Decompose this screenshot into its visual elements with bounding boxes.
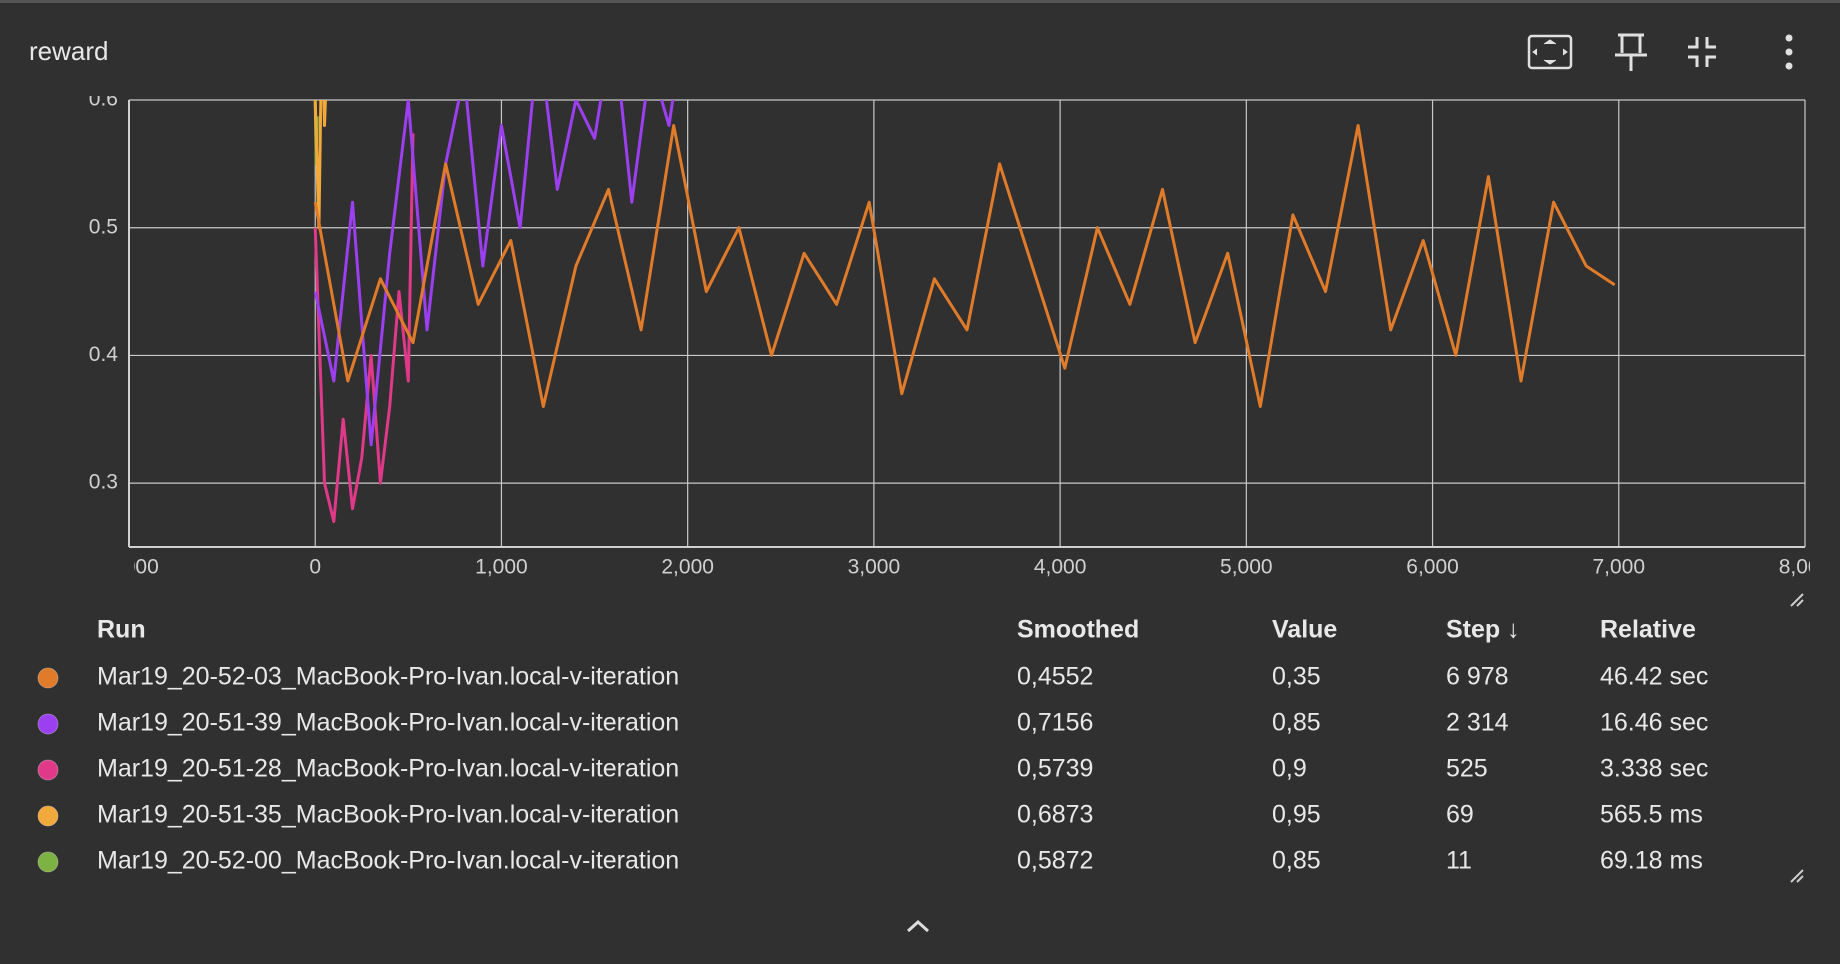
column-header: Step ↓ — [1446, 616, 1520, 644]
run-color-swatch — [37, 759, 59, 781]
card-title: reward — [29, 36, 108, 66]
table-cell: 0,7156 — [1017, 709, 1093, 737]
x-tick-label: 5,000 — [1220, 556, 1273, 579]
table-cell: 6 978 — [1446, 663, 1509, 691]
table-cell: 0,85 — [1272, 847, 1321, 875]
x-tick-label: 0 — [309, 556, 321, 579]
y-tick-label: 0.5 — [89, 215, 118, 238]
series-line — [313, 100, 327, 230]
table-cell: 69.18 ms — [1600, 847, 1703, 875]
x-tick-label: 1,000 — [475, 556, 528, 579]
table-cell: Mar19_20-51-35_MacBook-Pro-Ivan.local-v-… — [97, 801, 679, 829]
table-cell: 525 — [1446, 755, 1488, 783]
table-cell: 69 — [1446, 801, 1474, 829]
table-cell: 0,6873 — [1017, 801, 1093, 829]
run-color-swatch — [37, 667, 59, 689]
x-tick-label: 2,000 — [661, 556, 714, 579]
resize-handle[interactable] — [1790, 869, 1804, 883]
y-tick-label: 0.4 — [89, 343, 119, 366]
table-cell: 0,85 — [1272, 709, 1321, 737]
run-color-swatch — [37, 713, 59, 735]
table-cell: 0,5872 — [1017, 847, 1093, 875]
y-tick-label: 0.3 — [89, 471, 118, 494]
series-line — [313, 124, 1616, 408]
table-cell: Mar19_20-51-39_MacBook-Pro-Ivan.local-v-… — [97, 709, 679, 737]
run-color-swatch — [37, 851, 59, 873]
table-cell: Mar19_20-52-03_MacBook-Pro-Ivan.local-v-… — [97, 663, 679, 691]
column-header: Value — [1272, 616, 1337, 644]
table-cell: 3.338 sec — [1600, 755, 1708, 783]
pin-button[interactable] — [1615, 33, 1647, 71]
series-line — [313, 133, 415, 523]
x-tick-label: 4,000 — [1034, 556, 1087, 579]
table-cell: Mar19_20-52-00_MacBook-Pro-Ivan.local-v-… — [97, 847, 679, 875]
resize-handle[interactable] — [1790, 593, 1804, 607]
table-cell: 0,4552 — [1017, 663, 1093, 691]
table-cell: 46.42 sec — [1600, 663, 1708, 691]
x-tick-label: -1,000 — [99, 556, 159, 579]
x-tick-label: 7,000 — [1592, 556, 1645, 579]
run-color-swatch — [37, 805, 59, 827]
x-tick-label: 8,000 — [1779, 556, 1832, 579]
x-tick-label: 6,000 — [1406, 556, 1459, 579]
more-menu-button[interactable] — [1785, 34, 1793, 70]
table-cell: 16.46 sec — [1600, 709, 1708, 737]
fit-domain-button[interactable] — [1527, 34, 1573, 70]
table-cell: Mar19_20-51-28_MacBook-Pro-Ivan.local-v-… — [97, 755, 679, 783]
column-header: Relative — [1600, 616, 1696, 644]
table-cell: 565.5 ms — [1600, 801, 1703, 829]
expand-toggle[interactable] — [906, 919, 930, 933]
x-tick-label: 3,000 — [848, 556, 901, 579]
column-header: Smoothed — [1017, 616, 1139, 644]
table-cell: 11 — [1446, 847, 1472, 875]
y-tick-label: 0.6 — [89, 88, 118, 111]
table-cell: 0,95 — [1272, 801, 1321, 829]
series-line — [313, 100, 675, 447]
table-cell: 0,5739 — [1017, 755, 1093, 783]
collapse-button[interactable] — [1688, 37, 1716, 67]
table-cell: 2 314 — [1446, 709, 1509, 737]
table-cell: 0,9 — [1272, 755, 1307, 783]
column-header: Run — [97, 616, 146, 644]
table-cell: 0,35 — [1272, 663, 1321, 691]
